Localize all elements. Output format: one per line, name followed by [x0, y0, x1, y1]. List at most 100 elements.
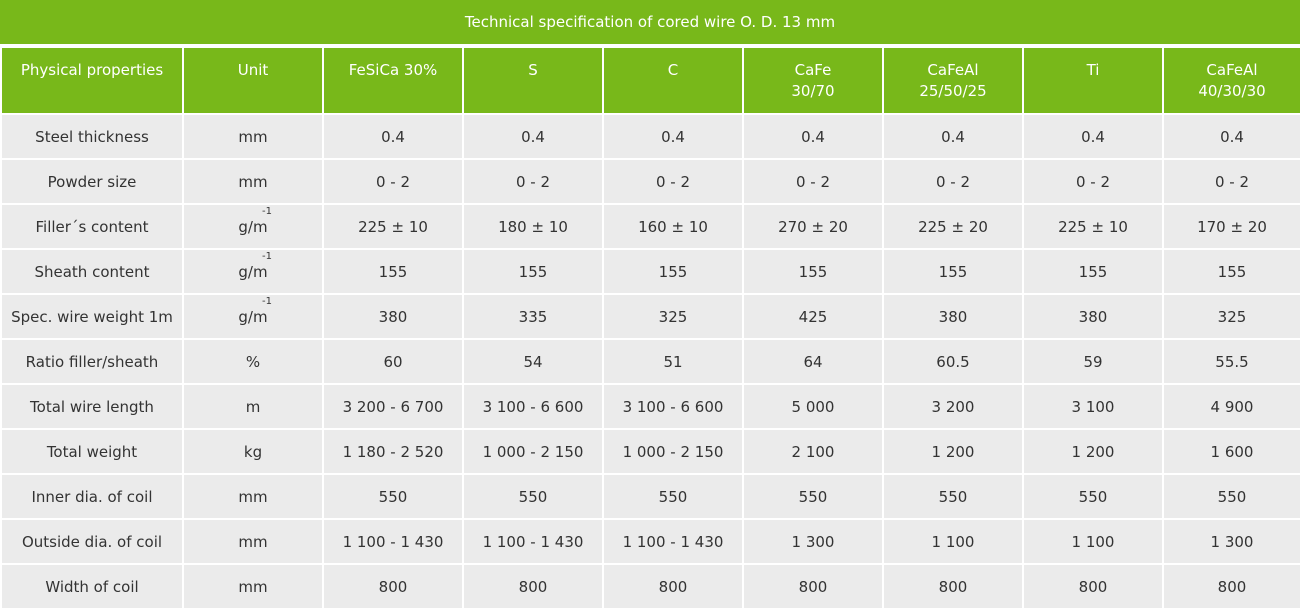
property-cell: Steel thickness	[0, 113, 184, 160]
table-row: Inner dia. of coil mm 550 550 550 550 550 550 55…	[0, 473, 1300, 520]
header-ti: Ti	[1022, 46, 1164, 115]
value-cell: 155	[322, 248, 464, 295]
header-cafe: CaFe 30/70	[742, 46, 884, 115]
unit-cell: mm	[182, 158, 324, 205]
spec-table: Physical properties Unit FeSiCa 30% S C …	[0, 46, 1300, 610]
value-cell: 155	[602, 248, 744, 295]
property-cell: Spec. wire weight 1m	[0, 293, 184, 340]
value-cell: 1 600	[1162, 428, 1300, 475]
value-cell: 3 200	[882, 383, 1024, 430]
value-cell: 3 200 - 6 700	[322, 383, 464, 430]
value-cell: 225 ± 10	[1022, 203, 1164, 250]
header-unit: Unit	[182, 46, 324, 115]
table-row: Outside dia. of coil mm 1 100 - 1 430 1 100…	[0, 518, 1300, 565]
value-cell: 64	[742, 338, 884, 385]
header-cafeal-25: CaFeAl 25/50/25	[882, 46, 1024, 115]
unit-label: mm	[238, 127, 268, 146]
property-cell: Ratio filler/sheath	[0, 338, 184, 385]
value-cell: 550	[322, 473, 464, 520]
value-cell: 335	[462, 293, 604, 340]
unit-label: g/m	[238, 307, 268, 326]
property-cell: Inner dia. of coil	[0, 473, 184, 520]
value-cell: 155	[462, 248, 604, 295]
value-cell: 380	[1022, 293, 1164, 340]
unit-cell: mm	[182, 113, 324, 160]
table-row: Total weight kg 1 180 - 2 520 1 000 - 2 150…	[0, 428, 1300, 475]
value-cell: 1 300	[742, 518, 884, 565]
unit-label: mm	[238, 532, 268, 551]
value-cell: 1 100 - 1 430	[322, 518, 464, 565]
value-cell: 0 - 2	[602, 158, 744, 205]
value-cell: 3 100 - 6 600	[602, 383, 744, 430]
value-cell: 550	[882, 473, 1024, 520]
value-cell: 800	[1022, 563, 1164, 610]
value-cell: 155	[882, 248, 1024, 295]
value-cell: 0.4	[1022, 113, 1164, 160]
unit-cell: %	[182, 338, 324, 385]
header-fesica: FeSiCa 30%	[322, 46, 464, 115]
value-cell: 325	[1162, 293, 1300, 340]
unit-label: mm	[238, 172, 268, 191]
header-s: S	[462, 46, 604, 115]
property-cell: Powder size	[0, 158, 184, 205]
table-row: Ratio filler/sheath% 60 54 51 64 60.5 59 55.5	[0, 338, 1300, 385]
value-cell: 4 900	[1162, 383, 1300, 430]
unit-superscript: -1	[262, 206, 272, 217]
value-cell: 59	[1022, 338, 1164, 385]
table-row: Filler´s content g/m -1 225 ± 10 180 ± 10 160…	[0, 203, 1300, 250]
value-cell: 800	[322, 563, 464, 610]
value-cell: 380	[882, 293, 1024, 340]
unit-cell: g/m -1	[182, 248, 324, 295]
value-cell: 3 100	[1022, 383, 1164, 430]
value-cell: 1 180 - 2 520	[322, 428, 464, 475]
value-cell: 550	[1022, 473, 1164, 520]
value-cell: 550	[1162, 473, 1300, 520]
value-cell: 800	[1162, 563, 1300, 610]
value-cell: 380	[322, 293, 464, 340]
value-cell: 0.4	[322, 113, 464, 160]
table-row: Width of coil mm 800 800 800 800 800 800 800	[0, 563, 1300, 610]
unit-superscript: -1	[262, 251, 272, 262]
value-cell: 0 - 2	[1162, 158, 1300, 205]
value-cell: 0 - 2	[742, 158, 884, 205]
value-cell: 550	[742, 473, 884, 520]
property-cell: Total weight	[0, 428, 184, 475]
value-cell: 180 ± 10	[462, 203, 604, 250]
unit-cell: g/m -1	[182, 203, 324, 250]
header-cafeal-40: CaFeAl 40/30/30	[1162, 46, 1300, 115]
value-cell: 0.4	[742, 113, 884, 160]
value-cell: 1 100	[882, 518, 1024, 565]
value-cell: 54	[462, 338, 604, 385]
value-cell: 425	[742, 293, 884, 340]
value-cell: 800	[462, 563, 604, 610]
value-cell: 1 000 - 2 150	[462, 428, 604, 475]
value-cell: 0.4	[602, 113, 744, 160]
table-row: Sheath content g/m -1 155 155 155 155 155 155 155	[0, 248, 1300, 295]
value-cell: 51	[602, 338, 744, 385]
value-cell: 550	[462, 473, 604, 520]
table-row: Spec. wire weight 1m g/m -1 380 335 325 425 380…	[0, 293, 1300, 340]
value-cell: 170 ± 20	[1162, 203, 1300, 250]
value-cell: 5 000	[742, 383, 884, 430]
header-c: C	[602, 46, 744, 115]
value-cell: 225 ± 20	[882, 203, 1024, 250]
value-cell: 60.5	[882, 338, 1024, 385]
unit-label: kg	[243, 442, 263, 461]
value-cell: 1 100 - 1 430	[462, 518, 604, 565]
value-cell: 225 ± 10	[322, 203, 464, 250]
unit-cell: g/m -1	[182, 293, 324, 340]
unit-label: g/m	[238, 262, 268, 281]
value-cell: 1 200	[1022, 428, 1164, 475]
value-cell: 0.4	[462, 113, 604, 160]
table-title: Technical specification of cored wire O.…	[0, 0, 1300, 46]
value-cell: 800	[602, 563, 744, 610]
value-cell: 270 ± 20	[742, 203, 884, 250]
property-cell: Sheath content	[0, 248, 184, 295]
property-cell: Filler´s content	[0, 203, 184, 250]
value-cell: 1 300	[1162, 518, 1300, 565]
value-cell: 155	[742, 248, 884, 295]
unit-label: %	[245, 352, 261, 371]
value-cell: 800	[882, 563, 1024, 610]
